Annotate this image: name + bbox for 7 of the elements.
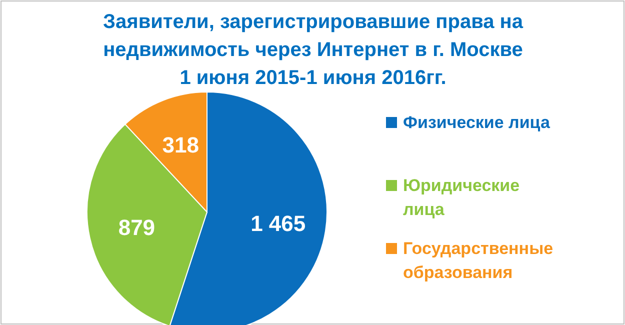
data-label: 1 465 [250,210,306,236]
data-label: 879 [118,215,156,240]
legend-label: Юридические лица [403,176,520,219]
data-label: 318 [162,132,199,158]
legend-label: Физические лица [403,113,550,132]
chart-title: Заявители, зарегистрировавшие права на недвижимость через Интернет в г. Москве 1 июня 2015-1 июня 2016гг. [103,11,524,89]
legend-label: Государственные образования [403,239,554,282]
